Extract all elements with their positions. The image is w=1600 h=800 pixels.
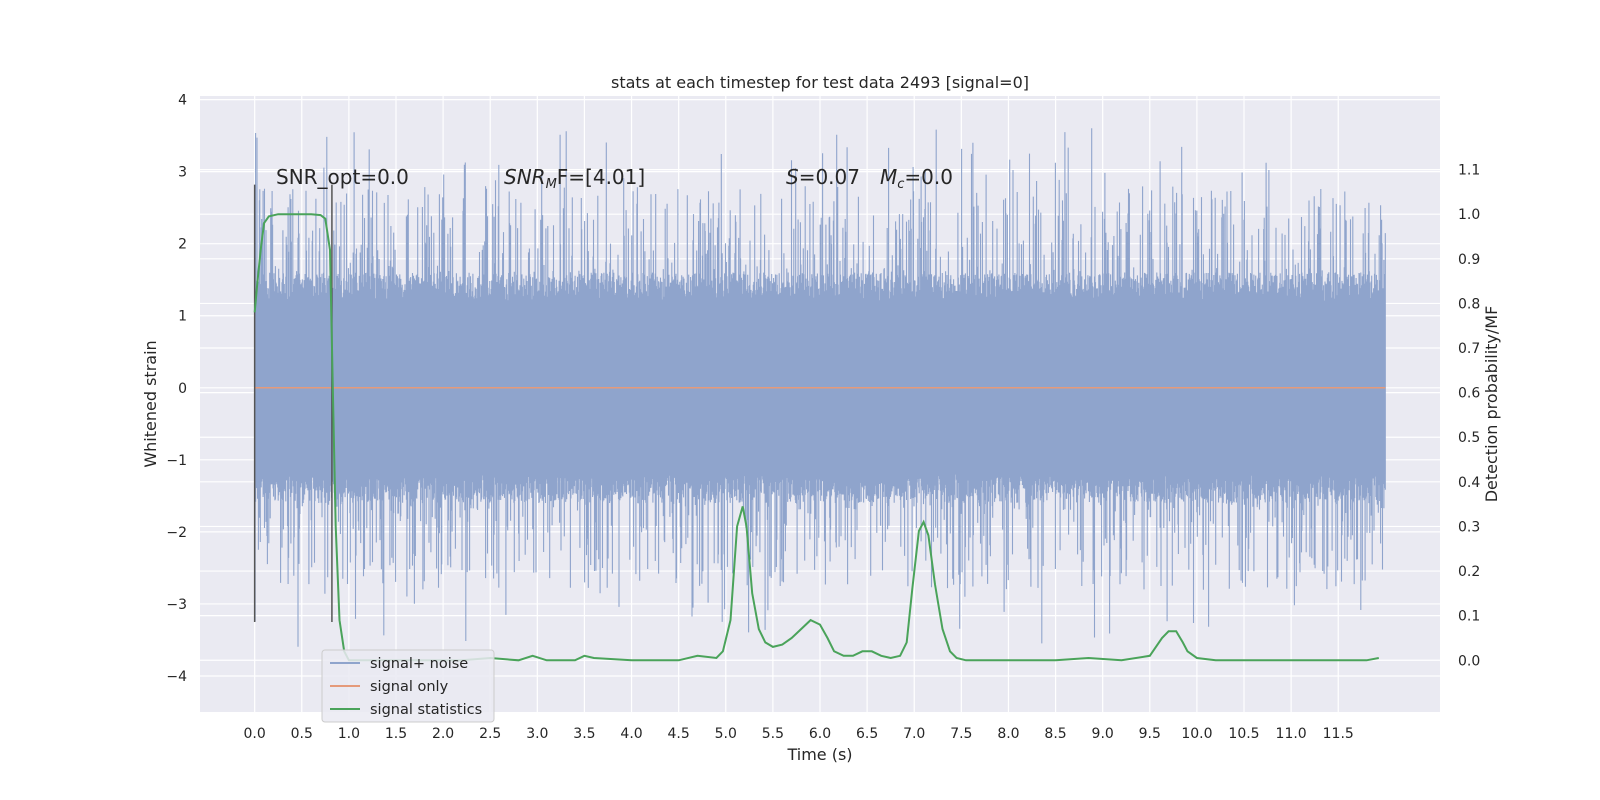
x-tick-label: 3.5 bbox=[573, 726, 595, 742]
annotation-snr-opt: SNR_opt=0.0 bbox=[276, 165, 409, 189]
y-tick-label: 0 bbox=[178, 381, 187, 397]
y2-tick-label: 0.6 bbox=[1458, 386, 1480, 402]
annotation-snr-mf: SNRMF=[4.01] bbox=[504, 165, 645, 192]
x-tick-label: 0.5 bbox=[291, 726, 313, 742]
x-tick-label: 4.5 bbox=[668, 726, 690, 742]
x-tick-label: 1.0 bbox=[338, 726, 360, 742]
y2-tick-label: 0.7 bbox=[1458, 341, 1480, 357]
segment-markers bbox=[253, 184, 333, 622]
x-tick-label: 10.0 bbox=[1181, 726, 1212, 742]
x-tick-label: 6.5 bbox=[856, 726, 878, 742]
y2-tick-labels: 1.1 1.0 0.9 0.8 0.7 0.6 0.5 0.4 0.3 0.2 0.1 0.0 bbox=[1458, 163, 1480, 670]
y2-tick-label: 0.3 bbox=[1458, 519, 1480, 535]
y-tick-label: 3 bbox=[178, 165, 187, 181]
chart-title: stats at each timestep for test data 249… bbox=[611, 73, 1029, 92]
y2-tick-label: 1.1 bbox=[1458, 163, 1480, 179]
legend: signal+ noise signal only signal statist… bbox=[321, 649, 495, 723]
y-tick-label: −3 bbox=[166, 597, 187, 613]
y2-tick-label: 0.1 bbox=[1458, 609, 1480, 625]
legend-box bbox=[321, 649, 495, 723]
x-axis-label: Time (s) bbox=[786, 745, 852, 764]
y-tick-label: 4 bbox=[178, 93, 187, 109]
x-tick-label: 9.5 bbox=[1139, 726, 1161, 742]
legend-label-signal-statistics: signal statistics bbox=[370, 702, 482, 718]
legend-label-signal-only: signal only bbox=[370, 679, 449, 695]
x-tick-label: 0.0 bbox=[244, 726, 266, 742]
x-tick-label: 5.5 bbox=[762, 726, 784, 742]
y2-tick-label: 0.5 bbox=[1458, 430, 1480, 446]
x-tick-label: 7.5 bbox=[950, 726, 972, 742]
x-tick-label: 2.0 bbox=[432, 726, 454, 742]
x-tick-label: 8.0 bbox=[997, 726, 1019, 742]
x-tick-labels: 0.0 0.5 1.0 1.5 2.0 2.5 3.0 3.5 4.0 4.5 5.0 5.5 6.0 6… bbox=[244, 726, 1354, 742]
x-tick-label: 2.5 bbox=[479, 726, 501, 742]
y-axis-label: Whitened strain bbox=[141, 340, 160, 467]
y2-tick-label: 0.2 bbox=[1458, 564, 1480, 580]
x-tick-label: 8.5 bbox=[1044, 726, 1066, 742]
y-tick-labels: 4 3 2 1 0 −1 −2 −3 −4 bbox=[166, 93, 187, 685]
x-tick-label: 11.5 bbox=[1323, 726, 1354, 742]
x-tick-label: 5.0 bbox=[715, 726, 737, 742]
y-tick-label: −4 bbox=[166, 669, 187, 685]
y2-tick-label: 1.0 bbox=[1458, 207, 1480, 223]
y-tick-label: −1 bbox=[166, 453, 187, 469]
series-signal-statistics bbox=[253, 213, 1379, 662]
y2-axis-label: Detection probability/MF bbox=[1482, 306, 1501, 503]
x-tick-label: 9.0 bbox=[1092, 726, 1114, 742]
y-tick-label: 1 bbox=[178, 309, 187, 325]
x-tick-label: 1.5 bbox=[385, 726, 407, 742]
x-tick-label: 11.0 bbox=[1276, 726, 1307, 742]
x-tick-label: 7.0 bbox=[903, 726, 925, 742]
annotation-mc: Mc=0.0 bbox=[880, 165, 953, 192]
y2-tick-label: 0.8 bbox=[1458, 296, 1480, 312]
y2-tick-label: 0.9 bbox=[1458, 252, 1480, 268]
y-tick-label: −2 bbox=[166, 525, 187, 541]
legend-label-signal-noise: signal+ noise bbox=[370, 656, 468, 672]
y2-tick-label: 0.0 bbox=[1458, 653, 1480, 669]
y2-tick-label: 0.4 bbox=[1458, 475, 1480, 491]
y-tick-label: 2 bbox=[178, 237, 187, 253]
x-tick-label: 4.0 bbox=[620, 726, 642, 742]
x-tick-label: 6.0 bbox=[809, 726, 831, 742]
x-tick-label: 3.0 bbox=[526, 726, 548, 742]
annotation-s: S=0.07 bbox=[786, 165, 860, 189]
x-tick-label: 10.5 bbox=[1228, 726, 1259, 742]
